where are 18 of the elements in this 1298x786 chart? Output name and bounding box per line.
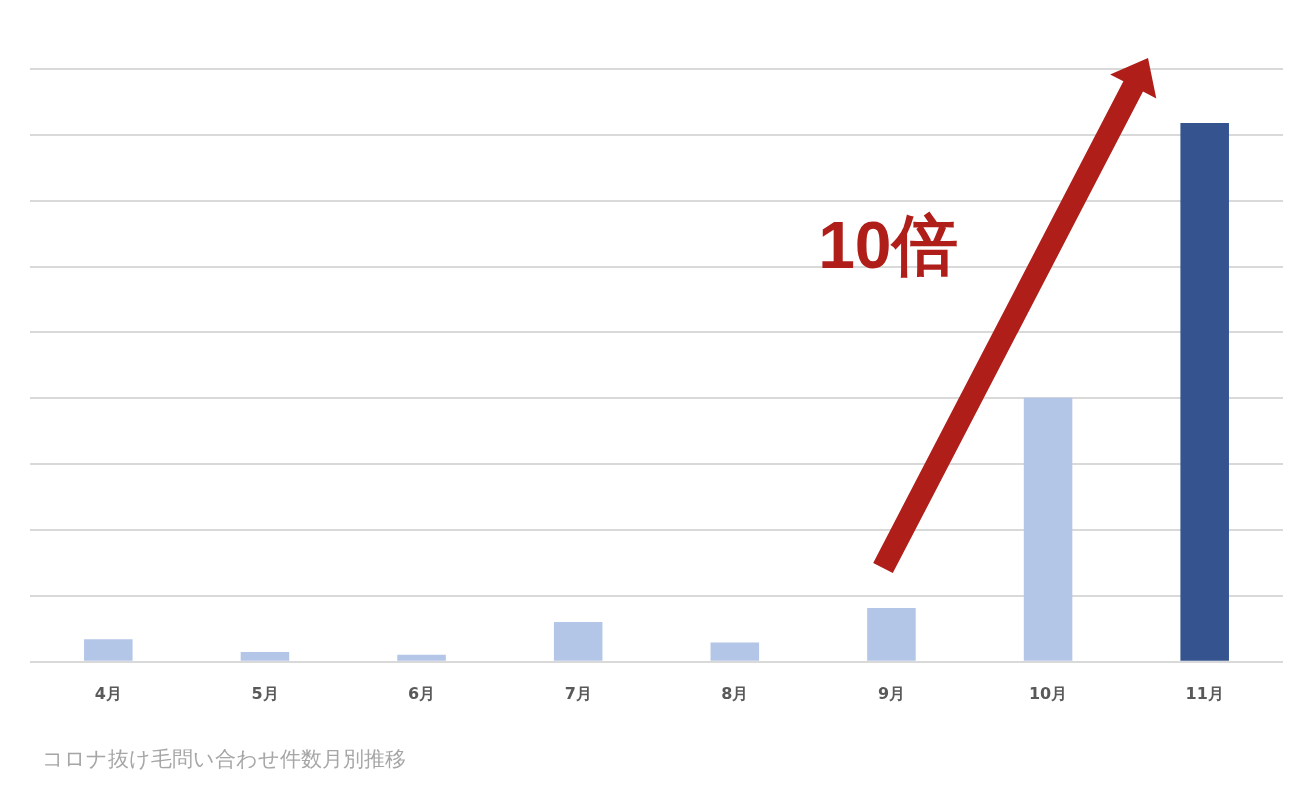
x-tick-label: 4月 [94,683,122,703]
x-tick-label: 11月 [1185,683,1224,703]
bar [240,652,290,661]
bar [1180,122,1229,661]
annotation: 10倍 [818,207,958,282]
bar [867,607,916,661]
text: コロナ抜け毛問い合わせ件数月別推移 [42,746,406,772]
bar [84,639,133,661]
x-tick-label: 5月 [251,683,279,703]
x-tick-label: 6月 [407,683,436,703]
x-tick-label: 8月 [721,683,749,703]
x-tick-label: 7月 [564,683,592,703]
bar [1023,397,1073,661]
bar [553,621,603,661]
x-tick-label: 10月 [1028,683,1068,703]
x-tick-label: 9月 [877,683,906,703]
bar [397,654,446,661]
bar [710,642,760,661]
